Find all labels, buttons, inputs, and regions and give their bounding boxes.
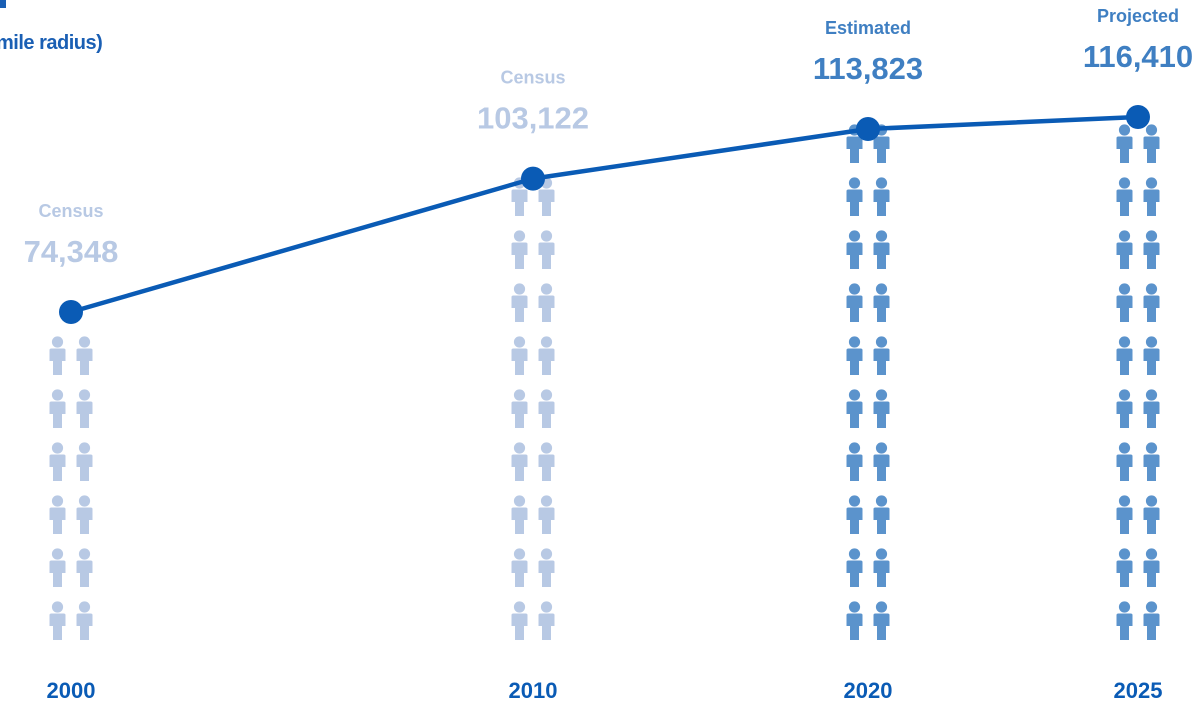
- person-icon: [49, 442, 66, 481]
- person-icon: [1143, 442, 1160, 481]
- person-icon: [1143, 389, 1160, 428]
- person-icon: [873, 548, 890, 587]
- person-icon: [1143, 177, 1160, 216]
- person-icon: [76, 336, 93, 375]
- person-icon: [846, 548, 863, 587]
- person-icon: [873, 442, 890, 481]
- person-icon: [511, 389, 528, 428]
- person-icon: [846, 442, 863, 481]
- person-icon: [511, 230, 528, 269]
- person-icon: [49, 548, 66, 587]
- person-icon: [1116, 336, 1133, 375]
- person-icon: [846, 336, 863, 375]
- data-point-marker: [1126, 105, 1150, 129]
- person-icon: [76, 389, 93, 428]
- person-icon: [846, 601, 863, 640]
- person-icon: [76, 601, 93, 640]
- person-icon: [538, 389, 555, 428]
- x-tick-label: 2000: [47, 678, 96, 703]
- person-icon: [511, 601, 528, 640]
- person-icon: [76, 548, 93, 587]
- person-icon: [511, 548, 528, 587]
- person-icon: [1116, 601, 1133, 640]
- data-point-marker: [521, 166, 545, 191]
- person-icon: [1143, 124, 1160, 163]
- person-icon: [873, 230, 890, 269]
- person-icon: [873, 601, 890, 640]
- status-label: Estimated: [825, 18, 911, 38]
- person-icon: [538, 548, 555, 587]
- status-label: Projected: [1097, 6, 1179, 26]
- person-icon: [873, 495, 890, 534]
- person-icon: [1143, 283, 1160, 322]
- person-icon: [873, 336, 890, 375]
- people-column-2010: [511, 177, 555, 640]
- x-tick-label: 2010: [509, 678, 558, 703]
- person-icon: [76, 495, 93, 534]
- person-icon: [1116, 389, 1133, 428]
- person-icon: [49, 495, 66, 534]
- x-tick-label: 2025: [1114, 678, 1163, 703]
- person-icon: [1143, 495, 1160, 534]
- person-icon: [76, 442, 93, 481]
- person-icon: [511, 442, 528, 481]
- person-icon: [538, 495, 555, 534]
- person-icon: [1116, 283, 1133, 322]
- person-icon: [846, 283, 863, 322]
- person-icon: [1143, 548, 1160, 587]
- person-icon: [1116, 177, 1133, 216]
- person-icon: [538, 442, 555, 481]
- trend-line-group: [59, 105, 1150, 324]
- person-icon: [873, 283, 890, 322]
- status-label: Census: [500, 68, 565, 88]
- trend-line: [68, 114, 1141, 315]
- person-icon: [1143, 230, 1160, 269]
- status-label: Census: [38, 201, 103, 221]
- people-column-2020: [846, 124, 890, 640]
- person-icon: [1143, 336, 1160, 375]
- x-tick-label: 2020: [844, 678, 893, 703]
- person-icon: [538, 336, 555, 375]
- people-column-2000: [49, 336, 93, 640]
- person-icon: [846, 389, 863, 428]
- chart-subtitle: mile radius): [0, 32, 103, 54]
- person-icon: [1116, 442, 1133, 481]
- person-icon: [538, 230, 555, 269]
- person-icon: [49, 336, 66, 375]
- person-icon: [846, 177, 863, 216]
- person-icon: [49, 389, 66, 428]
- person-icon: [1116, 124, 1133, 163]
- person-icon: [873, 389, 890, 428]
- person-icon: [1116, 230, 1133, 269]
- data-point-marker: [856, 116, 880, 141]
- data-point-marker: [59, 300, 83, 324]
- value-label: 103,122: [477, 101, 589, 136]
- person-icon: [511, 336, 528, 375]
- person-icon: [511, 495, 528, 534]
- label-group: Census 74,348 2000 Census 103,122 2010 Estimat…: [24, 6, 1194, 703]
- title-fragment: [0, 0, 6, 8]
- person-icon: [846, 230, 863, 269]
- value-label: 116,410: [1083, 39, 1193, 74]
- value-label: 113,823: [813, 51, 923, 86]
- person-icon: [511, 283, 528, 322]
- people-column-2025: [1116, 124, 1160, 640]
- person-icon: [49, 601, 66, 640]
- person-icon: [538, 601, 555, 640]
- person-icon: [846, 495, 863, 534]
- person-icon: [1143, 601, 1160, 640]
- people-columns: [49, 124, 1160, 640]
- person-icon: [538, 283, 555, 322]
- value-label: 74,348: [24, 234, 119, 269]
- person-icon: [1116, 495, 1133, 534]
- person-icon: [873, 177, 890, 216]
- person-icon: [1116, 548, 1133, 587]
